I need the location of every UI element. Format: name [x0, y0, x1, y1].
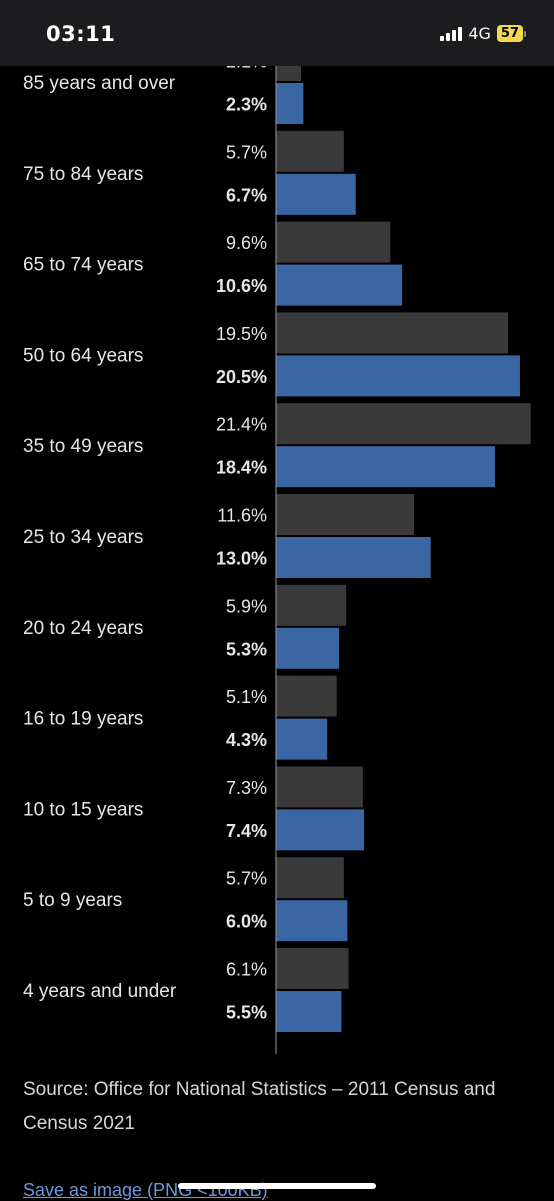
source-note: Source: Office for National Statistics –…	[23, 1079, 496, 1134]
data-label-series-2: 20.5%	[216, 367, 267, 387]
bar-series-1	[276, 948, 349, 989]
data-label-series-2: 10.6%	[216, 276, 267, 296]
data-label-series-2: 6.0%	[226, 912, 267, 932]
bar-series-1	[276, 403, 531, 445]
category-label: 10 to 15 years	[23, 799, 143, 820]
data-label-series-1: 21.4%	[216, 415, 267, 435]
status-time: 03:11	[46, 22, 116, 46]
data-label-series-1: 19.5%	[216, 324, 267, 344]
data-label-series-1: 5.9%	[226, 596, 267, 616]
bar-series-1	[276, 675, 337, 717]
data-label-series-1: 5.7%	[226, 869, 267, 889]
battery-level: 57	[496, 25, 523, 42]
data-label-series-2: 5.5%	[226, 1003, 267, 1023]
data-label-series-2: 7.4%	[226, 821, 267, 841]
bar-series-2	[276, 173, 356, 215]
bar-series-1	[276, 312, 509, 354]
data-label-series-2: 4.3%	[226, 730, 267, 750]
bar-series-2	[276, 900, 348, 942]
bar-series-2	[276, 809, 365, 851]
bar-series-2	[276, 627, 340, 669]
data-label-series-2: 13.0%	[216, 549, 267, 569]
signal-strength-icon	[440, 26, 463, 41]
category-label: 20 to 24 years	[23, 618, 143, 639]
category-label: 25 to 34 years	[23, 527, 143, 548]
bar-series-1	[276, 221, 391, 263]
data-label-series-1: 5.1%	[226, 687, 267, 707]
data-label-series-1: 6.1%	[226, 960, 267, 980]
category-label: 65 to 74 years	[23, 255, 143, 276]
data-label-series-1: 5.7%	[226, 142, 267, 162]
category-label: 5 to 9 years	[23, 890, 122, 911]
battery-icon: 57	[496, 25, 526, 42]
bar-series-1	[276, 766, 363, 808]
bar-series-1	[276, 494, 415, 535]
bar-series-1	[276, 857, 344, 899]
category-label: 50 to 64 years	[23, 345, 143, 366]
home-indicator[interactable]	[178, 1183, 376, 1189]
network-type: 4G	[468, 24, 491, 43]
data-label-series-1: 9.6%	[226, 233, 267, 253]
category-label: 35 to 49 years	[23, 436, 143, 457]
bar-series-2	[276, 537, 431, 578]
bar-series-2	[276, 718, 328, 760]
bar-series-2	[276, 446, 495, 488]
bar-series-2	[276, 355, 520, 397]
bar-series-1	[276, 130, 344, 172]
category-label: 75 to 84 years	[23, 164, 143, 185]
status-bar: 03:11 4G 57	[0, 0, 554, 66]
category-label: 85 years and over	[23, 73, 176, 94]
bar-series-1	[276, 584, 347, 626]
data-label-series-2: 6.7%	[226, 185, 267, 205]
category-label: 16 to 19 years	[23, 709, 143, 730]
data-label-series-2: 5.3%	[226, 639, 267, 659]
data-label-series-2: 2.3%	[226, 95, 267, 115]
bar-series-2	[276, 264, 403, 306]
data-label-series-1: 11.6%	[217, 506, 267, 526]
bar-series-2	[276, 991, 342, 1032]
data-label-series-1: 7.3%	[226, 778, 267, 798]
status-indicators: 4G 57	[440, 24, 526, 43]
bar-series-2	[276, 83, 304, 124]
data-label-series-2: 18.4%	[216, 458, 267, 478]
category-label: 4 years and under	[23, 981, 177, 1002]
